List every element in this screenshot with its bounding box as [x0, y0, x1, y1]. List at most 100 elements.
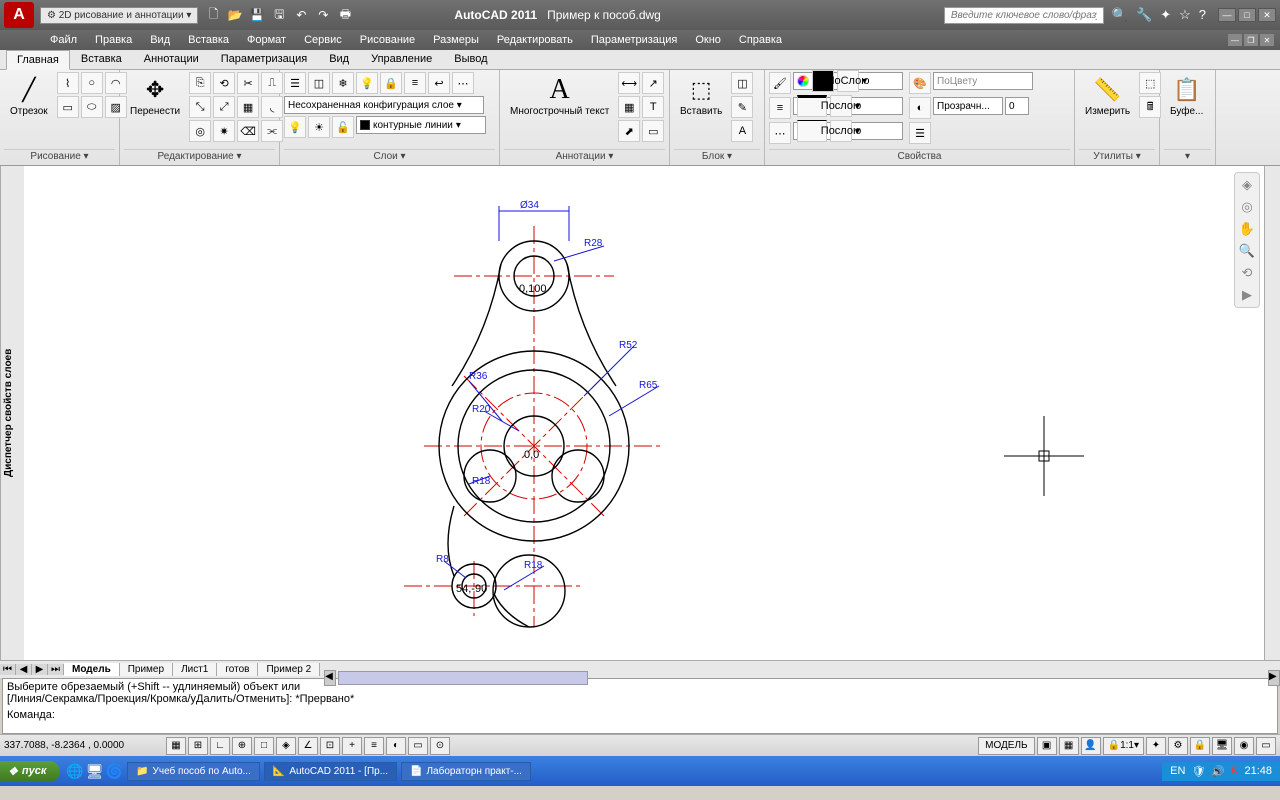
grid-button[interactable]: ⊞ [188, 737, 208, 755]
trim-icon[interactable]: ✂ [237, 72, 259, 94]
redo-icon[interactable]: ↷ [314, 6, 332, 24]
layerlock2-icon[interactable]: 🔓 [332, 116, 354, 138]
menu-modify[interactable]: Редактировать [497, 34, 573, 46]
lweight-icon[interactable]: ≡ [769, 97, 791, 119]
tab-layout4[interactable]: Пример 2 [258, 663, 320, 676]
layer-properties-palette-tab[interactable]: Диспетчер свойств слоев [0, 166, 24, 660]
ellipse-icon[interactable]: ⬭ [81, 96, 103, 118]
favorite-icon[interactable]: ☆ [1179, 7, 1191, 23]
select-icon[interactable]: ⬚ [1139, 72, 1161, 94]
maximize-button[interactable]: □ [1238, 8, 1256, 22]
polyline-icon[interactable]: ⌇ [57, 72, 79, 94]
menu-dimension[interactable]: Размеры [433, 34, 479, 46]
transp-icon[interactable]: ◐ [909, 97, 931, 119]
menu-parametric[interactable]: Параметризация [591, 34, 677, 46]
menu-view[interactable]: Вид [150, 34, 170, 46]
array-icon[interactable]: ▦ [237, 96, 259, 118]
panel-clip-title[interactable]: ▾ [1164, 149, 1211, 165]
workspace-selector[interactable]: ⚙ 2D рисование и аннотации ▾ [40, 7, 198, 24]
tab-model[interactable]: Модель [64, 663, 120, 676]
rect-icon[interactable]: ▭ [57, 96, 79, 118]
layermore-icon[interactable]: ⋯ [452, 72, 474, 94]
sc-button[interactable]: ⊙ [430, 737, 450, 755]
menu-window[interactable]: Окно [695, 34, 721, 46]
tab-layout3[interactable]: готов [217, 663, 258, 676]
help-icon[interactable]: ? [1199, 7, 1206, 23]
print-icon[interactable]: 🖶 [336, 6, 354, 24]
taskbar-item-3[interactable]: 📄 Лабораторн практ-... [401, 762, 531, 781]
tab-last[interactable]: ⏭ [48, 664, 64, 675]
panel-draw-title[interactable]: Рисование ▾ [4, 149, 115, 165]
undo-icon[interactable]: ↶ [292, 6, 310, 24]
plot-icon[interactable]: 🎨 [909, 72, 931, 94]
tab-manage[interactable]: Управление [360, 49, 443, 69]
tab-annotate[interactable]: Аннотации [133, 49, 210, 69]
circle-icon[interactable]: ○ [81, 72, 103, 94]
tab-first[interactable]: ⏮ [0, 664, 16, 675]
edit-block-icon[interactable]: ✎ [731, 96, 753, 118]
mdi-minimize[interactable]: — [1228, 34, 1242, 46]
coordinates[interactable]: 337.7088, -8.2364 , 0.0000 [4, 740, 164, 751]
binoculars-icon[interactable]: 🔍 [1112, 7, 1128, 23]
new-icon[interactable]: 🗋 [204, 6, 222, 24]
create-block-icon[interactable]: ◫ [731, 72, 753, 94]
matchprop-icon[interactable]: 🖌 [769, 72, 791, 94]
layeriso-icon[interactable]: ◫ [308, 72, 330, 94]
tab-layout1[interactable]: Пример [120, 663, 173, 676]
steering-icon[interactable]: ◎ [1241, 199, 1252, 215]
transp-value[interactable]: 0 [1005, 97, 1029, 115]
offset-icon[interactable]: ◎ [189, 120, 211, 142]
snap-button[interactable]: ▦ [166, 737, 186, 755]
orbit-icon[interactable]: ⟲ [1242, 265, 1253, 281]
polar-button[interactable]: ⊕ [232, 737, 252, 755]
layeroff-icon[interactable]: 💡 [356, 72, 378, 94]
ws-button[interactable]: ⚙ [1168, 737, 1188, 755]
list-icon[interactable]: ☰ [909, 122, 931, 144]
menu-file[interactable]: Файл [50, 34, 77, 46]
menu-insert[interactable]: Вставка [188, 34, 229, 46]
attr-icon[interactable]: A [731, 120, 753, 142]
tray-icon-3[interactable]: K [1231, 765, 1238, 777]
taskbar-item-2[interactable]: 📐 AutoCAD 2011 - [Пр... [264, 762, 397, 781]
dim-icon[interactable]: ⟷ [618, 72, 640, 94]
showmotion-icon[interactable]: ▶ [1242, 287, 1252, 303]
mdi-restore[interactable]: ❐ [1244, 34, 1258, 46]
qp-button[interactable]: ▭ [408, 737, 428, 755]
open-icon[interactable]: 📂 [226, 6, 244, 24]
mtext-button[interactable]: AМногострочный текст [504, 72, 615, 119]
panel-layers-title[interactable]: Слои ▾ [284, 149, 495, 165]
ltype-icon[interactable]: ⋯ [769, 122, 791, 144]
lineweight-combo[interactable]: Послою ▾ [793, 97, 903, 115]
panel-block-title[interactable]: Блок ▾ [674, 149, 760, 165]
menu-draw[interactable]: Рисование [360, 34, 415, 46]
copy-icon[interactable]: ⎘ [189, 72, 211, 94]
tab-layout2[interactable]: Лист1 [173, 663, 217, 676]
command-line[interactable]: Выберите обрезаемый (+Shift -- удлиняемы… [2, 678, 1278, 734]
tab-home[interactable]: Главная [6, 50, 70, 70]
otrack-button[interactable]: ∠ [298, 737, 318, 755]
exchange-icon[interactable]: ✦ [1160, 7, 1171, 23]
qv-layouts[interactable]: ▣ [1037, 737, 1057, 755]
rotate-icon[interactable]: ⟲ [213, 72, 235, 94]
tab-parametric[interactable]: Параметризация [210, 49, 318, 69]
layer-state-combo[interactable]: Несохраненная конфигурация слое ▾ [284, 96, 484, 114]
osnap-button[interactable]: □ [254, 737, 274, 755]
tab-output[interactable]: Вывод [443, 49, 498, 69]
menu-tools[interactable]: Сервис [304, 34, 342, 46]
layerlock-icon[interactable]: 🔒 [380, 72, 402, 94]
lwt-button[interactable]: ≡ [364, 737, 384, 755]
line-button[interactable]: ╱Отрезок [4, 72, 54, 119]
layerfrz-icon[interactable]: ❄ [332, 72, 354, 94]
tpy-button[interactable]: ◐ [386, 737, 406, 755]
zoom-icon[interactable]: 🔍 [1239, 243, 1255, 259]
transp-combo[interactable]: Прозрачн... [933, 97, 1003, 115]
clean-screen[interactable]: ▭ [1256, 737, 1276, 755]
model-button[interactable]: МОДЕЛЬ [978, 737, 1034, 755]
pan-icon[interactable]: ✋ [1239, 221, 1255, 237]
tab-next[interactable]: ▶ [32, 664, 48, 675]
3dosnap-button[interactable]: ◈ [276, 737, 296, 755]
annotation-scale[interactable]: 🔒 1:1▾ [1103, 737, 1144, 755]
taskbar-item-1[interactable]: 📁 Учеб пособ по Auto... [127, 762, 260, 781]
mleader-icon[interactable]: ⬈ [618, 120, 640, 142]
erase-icon[interactable]: ⌫ [237, 120, 259, 142]
